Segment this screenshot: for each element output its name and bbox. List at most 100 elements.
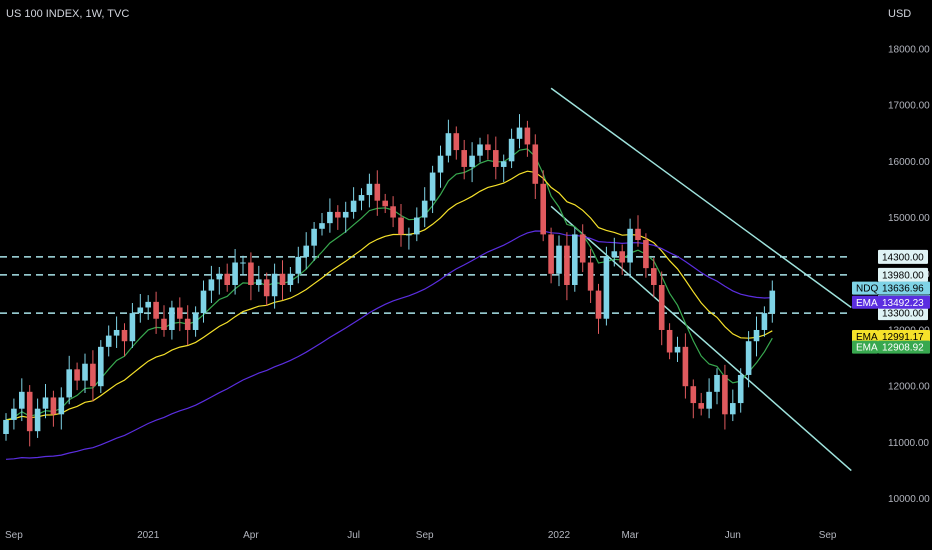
candle-body [216,273,223,280]
y-tick-label: 12000.00 [888,382,930,393]
candle-body [619,251,625,263]
candle-body [350,200,357,212]
candle-body [208,279,215,291]
x-tick-label: 2021 [137,530,160,541]
candle-body [19,391,25,409]
candle-body [429,172,436,201]
candle-body [603,256,610,319]
candle-body [184,318,191,330]
candle-body [303,245,309,257]
last-price-tag-text: 13636.96 [882,284,924,295]
candle-body [516,127,523,139]
level-tag-text: 13980.00 [882,270,924,281]
candle-body [658,285,665,330]
candle-body [485,144,491,151]
candle-body [753,329,760,342]
chart-title: US 100 INDEX, 1W, TVC [6,8,130,20]
channel-lower-line [550,205,852,472]
ema-label-tag-box [852,329,878,343]
y-tick-label: 15000.00 [888,213,930,224]
ema-value-tag-text: 12991.17 [882,332,924,343]
x-tick-label: Mar [621,530,639,541]
candle-body [611,251,618,257]
candle-body [524,127,531,145]
ema-lines [5,148,773,460]
candle-body [651,268,657,285]
ema-value-tag-text: 12908.92 [882,343,924,354]
y-tick-label: 17000.00 [888,101,930,112]
candle-body [256,279,262,285]
candle-body [730,403,736,415]
horizontal-levels [0,256,848,314]
candle-body [698,403,704,409]
candle-body [137,307,144,314]
candle-body [98,346,104,387]
candle-body [674,346,681,353]
channel-upper-line [550,87,852,309]
candle-body [682,346,689,387]
candle-body [169,307,175,330]
candle-body [287,273,294,285]
ema-value-tag-text: 13492.23 [882,298,924,309]
candle-body [556,245,562,274]
level-tag-box [878,306,928,321]
y-tick-label: 18000.00 [888,44,930,55]
candle-body [90,363,96,387]
symbol-tag-text: NDQ [856,284,878,295]
ema-purple-line [5,230,773,460]
candle-body [200,290,207,314]
candle-body [572,234,578,285]
channel-lines [550,87,852,472]
x-tick-label: Apr [243,530,259,541]
candle-body [666,329,673,353]
candle-body [453,133,460,151]
ema-label-tag-text: EMA [856,298,878,309]
ema-value-tag-box [878,340,930,354]
candle-body [540,183,546,235]
candle-body [232,262,238,285]
candle-body [461,150,467,167]
candle-body [769,290,776,314]
x-tick-label: 2022 [548,530,571,541]
candle-body [690,386,697,404]
candle-body [579,234,586,263]
candle-body [11,408,17,420]
candle-body [374,183,381,201]
level-tag-text: 13300.00 [882,309,924,320]
candle-body [113,329,120,336]
ema-label-tag-box [852,340,878,354]
candle-body [714,374,720,392]
x-tick-label: Jul [347,530,360,541]
candle-body [224,273,230,285]
candle-body [3,419,9,434]
candle-body [745,341,752,375]
y-tick-label: 10000.00 [888,494,930,505]
candle-body [58,397,65,415]
candle-body [279,273,286,285]
candle-body [319,223,325,229]
ema-value-tag-box [878,329,930,343]
candle-body [706,391,712,409]
candle-body [643,240,649,269]
candle-body [445,133,452,156]
symbol-tag-box [852,281,878,295]
candle-body [177,307,183,319]
candle-body [382,200,388,207]
x-tick-label: Sep [5,530,23,541]
candle-body [761,313,768,330]
candle-body [548,234,554,274]
candle-body [248,262,254,285]
candle-body [335,211,341,218]
candle-body [564,245,570,285]
candle-body [327,211,333,224]
x-tick-label: Jun [725,530,741,541]
y-tick-label: 11000.00 [888,438,929,449]
candle-body [311,228,317,246]
candle-body [469,155,475,167]
candle-body [398,217,404,235]
candle-body [129,313,136,342]
ema-label-tag-box [852,295,878,309]
candle-body [477,144,483,156]
time-axis[interactable]: Sep 2021 Apr Jul Sep 2022 Mar Jun Sep [5,530,837,541]
